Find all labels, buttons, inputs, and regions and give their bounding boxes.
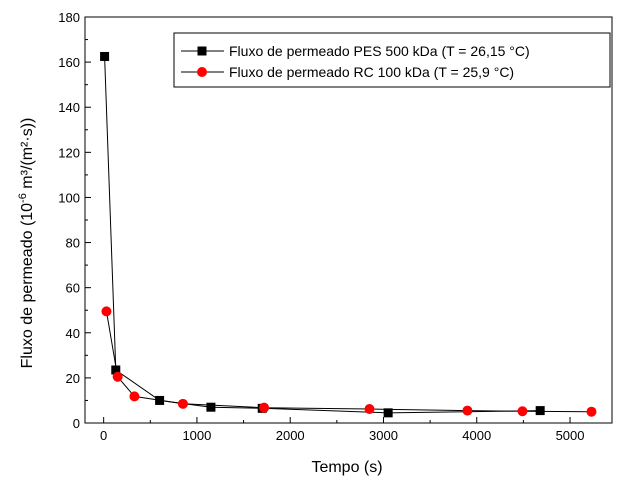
data-point-square (383, 408, 393, 418)
data-point-circle (112, 371, 123, 382)
legend: Fluxo de permeado PES 500 kDa (T = 26,15… (173, 32, 611, 88)
y-axis-title: Fluxo de permeado (10-6 m³/(m²·s)) (17, 118, 36, 369)
data-point-circle (129, 391, 140, 402)
series-0 (100, 51, 545, 418)
x-tick-label: 2000 (276, 428, 305, 443)
legend-entry-rc: Fluxo de permeado RC 100 kDa (T = 25,9 °… (181, 64, 514, 80)
y-tick-label: 120 (58, 145, 80, 160)
data-point-circle (462, 405, 473, 416)
y-tick-label: 60 (66, 281, 80, 296)
legend-box (173, 32, 611, 88)
y-tick-label: 40 (66, 326, 80, 341)
y-tick-label: 160 (58, 55, 80, 70)
series-line-1 (106, 311, 592, 413)
legend-entry-pes: Fluxo de permeado PES 500 kDa (T = 26,15… (181, 43, 530, 59)
y-tick-label: 20 (66, 371, 80, 386)
legend-label-rc: Fluxo de permeado RC 100 kDa (T = 25,9 °… (229, 64, 514, 80)
y-tick-label: 0 (73, 416, 80, 431)
data-point-circle (101, 306, 112, 317)
data-point-square (206, 402, 216, 412)
y-tick-label: 80 (66, 236, 80, 251)
axes: 0 1000 2000 3000 4000 5000 0 20 40 60 80 100 120 140 1… (58, 10, 613, 443)
y-axis-title-prefix: Fluxo de permeado (10 (19, 203, 36, 369)
legend-label-pes: Fluxo de permeado PES 500 kDa (T = 26,15… (229, 43, 530, 59)
data-point-square (100, 51, 110, 61)
x-tick-label: 0 (100, 428, 107, 443)
data-point-circle (259, 402, 270, 413)
x-tick-label: 4000 (462, 428, 491, 443)
x-tick-label: 3000 (369, 428, 398, 443)
x-tick-label: 5000 (556, 428, 585, 443)
series-1 (101, 306, 597, 417)
legend-marker-pes (197, 46, 207, 56)
data-point-square (535, 406, 545, 416)
y-tick-label: 180 (58, 10, 80, 25)
x-tick-label: 1000 (182, 428, 211, 443)
data-point-circle (364, 404, 375, 415)
plot-area (100, 51, 597, 418)
series-line-0 (104, 56, 541, 414)
data-point-circle (586, 406, 597, 417)
y-tick-label: 100 (58, 190, 80, 205)
y-tick-label: 140 (58, 100, 80, 115)
legend-marker-rc (197, 67, 207, 77)
y-axis-title-exponent: -6 (17, 193, 29, 203)
y-axis-title-unit: m³/(m²·s)) (19, 118, 36, 194)
data-point-circle (517, 406, 528, 417)
data-point-circle (177, 398, 188, 409)
x-axis-title: Tempo (s) (311, 459, 382, 476)
data-point-square (111, 365, 121, 375)
